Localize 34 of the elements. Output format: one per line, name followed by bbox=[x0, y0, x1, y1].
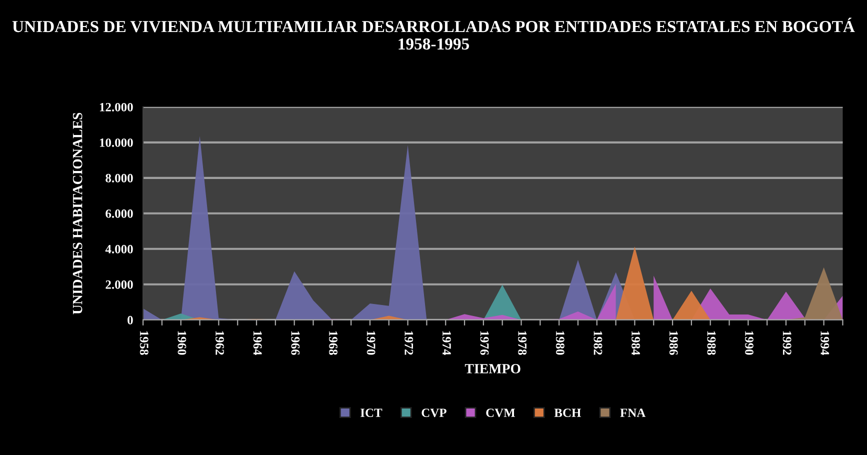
x-tick-label: 1964 bbox=[253, 331, 262, 356]
x-tick-label: 1994 bbox=[820, 331, 830, 356]
x-tick-label: 1976 bbox=[480, 331, 489, 355]
y-tick-label: 12.000 bbox=[100, 102, 133, 112]
x-tick-label: 1988 bbox=[707, 331, 716, 355]
x-tick-label: 1966 bbox=[291, 331, 300, 355]
x-tick-label: 1978 bbox=[518, 331, 527, 355]
x-tick-label: 1980 bbox=[556, 331, 564, 355]
x-tick-label: 1990 bbox=[745, 331, 754, 355]
legend-label: BCH bbox=[554, 408, 582, 418]
x-tick-label: 1992 bbox=[782, 331, 792, 355]
legend-label: CVP bbox=[422, 408, 446, 418]
chart-title: UNIDADES DE VIVIENDA MULTIFAMILIAR DESARROLLADAS POR ENTIDADES ESTATALES EN BOGOTÁ 1958-1995 bbox=[12, 18, 855, 50]
y-tick-label: 2.000 bbox=[106, 280, 133, 289]
y-tick-label: 10.000 bbox=[100, 138, 133, 147]
legend-label: ICT bbox=[360, 408, 382, 418]
x-tick-label: 1972 bbox=[404, 331, 414, 355]
y-tick-label: 6.000 bbox=[106, 209, 133, 218]
x-tick-label: 1974 bbox=[442, 331, 451, 356]
legend-label: FNA bbox=[620, 408, 646, 417]
y-tick-label: 0 bbox=[128, 316, 133, 324]
legend-label: CVM bbox=[486, 408, 516, 418]
x-axis-title: TIEMPO bbox=[464, 364, 520, 374]
x-tick-label: 1962 bbox=[216, 331, 224, 355]
x-tick-label: 1984 bbox=[632, 331, 640, 356]
x-tick-label: 1960 bbox=[178, 331, 186, 355]
x-tick-label: 1982 bbox=[594, 331, 602, 355]
x-tick-label: 1970 bbox=[366, 331, 376, 355]
x-tick-label: 1968 bbox=[329, 331, 338, 355]
y-tick-label: 4.000 bbox=[105, 244, 133, 254]
y-axis-title: UNIDADES HABITACIONALES bbox=[72, 112, 82, 314]
x-tick-label: 1986 bbox=[669, 331, 678, 355]
x-tick-label: 1958 bbox=[140, 331, 148, 355]
y-tick-label: 8.000 bbox=[106, 174, 133, 182]
